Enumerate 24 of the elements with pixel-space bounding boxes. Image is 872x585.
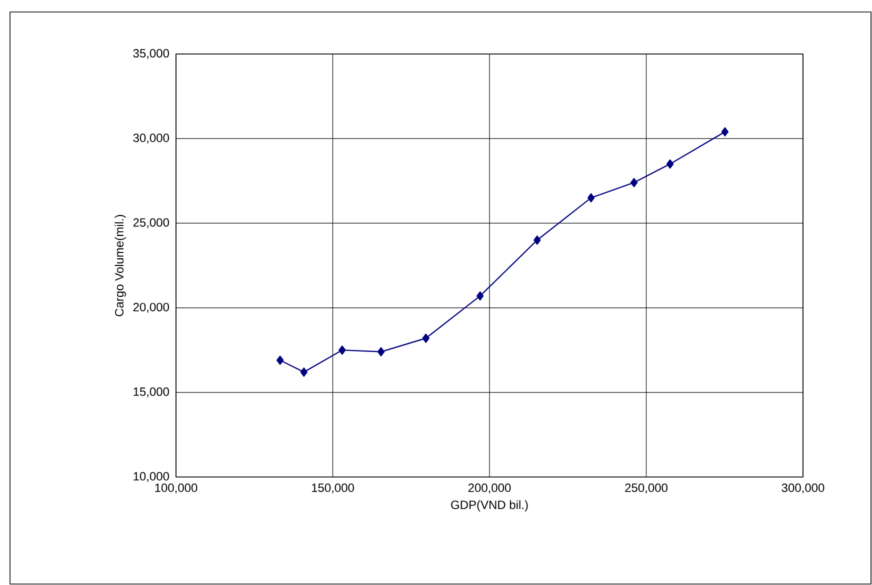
- point: [666, 159, 674, 169]
- x-axis-title: GDP(VND bil.): [451, 500, 528, 512]
- y-axis-title: Cargo Volume(mil.): [114, 214, 126, 316]
- point: [338, 345, 346, 355]
- point: [721, 127, 729, 136]
- point: [377, 347, 385, 356]
- point: [587, 193, 595, 202]
- x-tick-label: 200,000: [468, 484, 511, 494]
- point: [422, 334, 430, 343]
- x-tick-label: 100,000: [155, 484, 198, 494]
- point: [534, 236, 541, 245]
- x-tick-label: 250,000: [625, 484, 668, 494]
- x-tick-label: 150,000: [312, 484, 354, 494]
- point: [476, 291, 484, 301]
- y-tick-label: 30,000: [133, 134, 170, 144]
- y-tick-label: 25,000: [133, 218, 170, 228]
- point: [300, 367, 308, 377]
- y-tick-label: 20,000: [133, 302, 170, 313]
- y-tick-label: 15,000: [134, 387, 170, 398]
- point: [630, 178, 638, 188]
- y-tick-label: 10,000: [134, 472, 170, 482]
- point: [276, 356, 284, 365]
- y-tick-label: 35,000: [133, 49, 170, 59]
- x-tick-label: 300,000: [782, 484, 824, 494]
